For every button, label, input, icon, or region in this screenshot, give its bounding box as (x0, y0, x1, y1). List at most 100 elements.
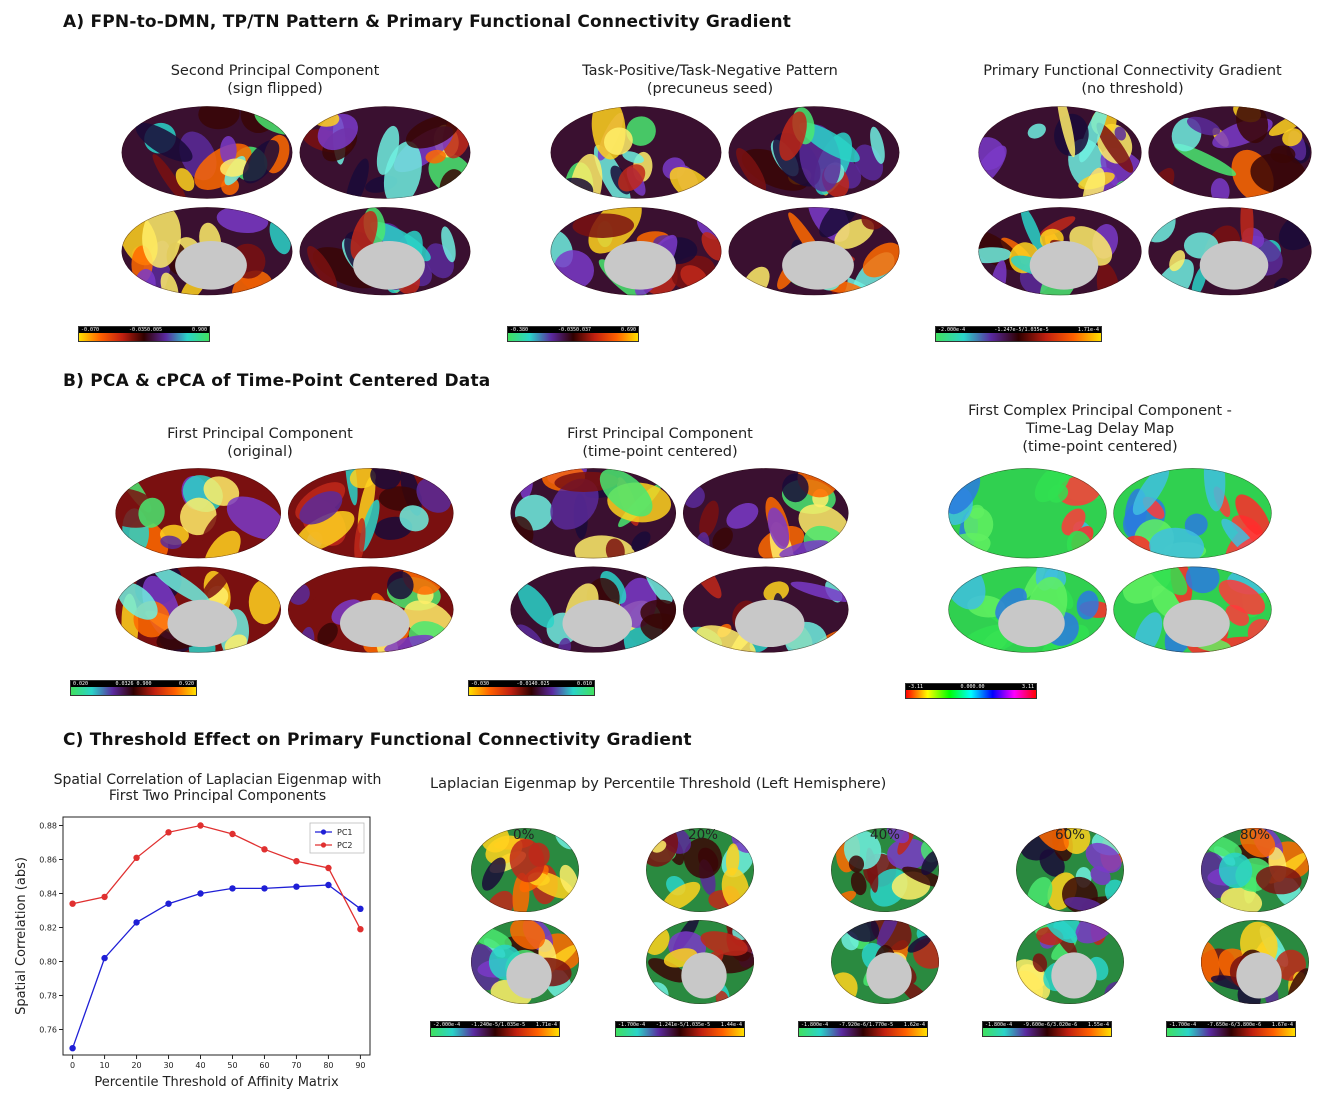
colorbar-b3: -3.11 0.000.00 3.11 (905, 683, 1037, 699)
medial-wall (734, 599, 805, 648)
medial-wall (1199, 241, 1269, 290)
x-tick-label: 60 (259, 1061, 269, 1070)
panel-title-a2: Task-Positive/Task-Negative Pattern (prec… (582, 63, 838, 97)
brain-a1-medial-left (121, 207, 293, 296)
y-tick-label: 0.76 (39, 1026, 57, 1035)
colorbar-label: -1.800e-4 (801, 1022, 829, 1028)
data-point-pc2 (325, 864, 332, 872)
medial-wall (604, 241, 676, 290)
percentile-label-40: 40% (870, 827, 901, 843)
brain-b1-medial-right (287, 566, 454, 653)
brain-a2-medial-right (728, 207, 900, 296)
brain-b1-lateral-left (115, 468, 282, 559)
brain-a3-lateral-right (1148, 106, 1312, 199)
brain-c1-medial (471, 920, 579, 1004)
colorbar-label: 1.62e-4 (903, 1022, 925, 1028)
brain-b2-medial-right (682, 566, 849, 653)
y-tick-label: 0.80 (39, 958, 57, 967)
data-point-pc1 (357, 905, 364, 912)
legend (309, 822, 365, 854)
colorbar-label: 1.44e-4 (720, 1022, 742, 1028)
x-tick-label: 90 (355, 1061, 365, 1070)
brain-a1-lateral-left (121, 106, 293, 199)
y-tick-label: 0.88 (39, 822, 57, 831)
medial-wall (1051, 952, 1097, 999)
colorbar-label: -0.0140.025 (516, 681, 550, 687)
colorbar-b1: 0.020 0.0326 0.900 0.920 (70, 680, 197, 696)
data-point-pc1 (293, 883, 300, 890)
colorbar-label: 3.11 (1021, 684, 1034, 690)
panel-title-a1: Second Principal Component (sign flipped) (170, 63, 380, 97)
percentile-label-0: 0% (513, 827, 535, 843)
brain-a2-lateral-left (550, 106, 722, 199)
colorbar-label: -7.920e-6/1.770e-5 (838, 1022, 894, 1028)
colorbar-a1: -0.070 -0.0350.005 0.900 (78, 326, 210, 342)
data-point-pc2 (69, 900, 76, 907)
medial-wall (167, 599, 238, 648)
colorbar-label: -1.700e-4 (618, 1022, 646, 1028)
data-point-pc1 (229, 885, 236, 892)
x-tick-label: 20 (131, 1061, 141, 1070)
brain-c3-lateral (831, 828, 939, 912)
medial-wall (353, 241, 425, 290)
data-point-pc2 (101, 893, 108, 901)
colorbar-label: -7.650e-6/3.800e-6 (1206, 1022, 1262, 1028)
series-line-pc2 (72, 824, 361, 930)
panel-title-b3: First Complex Principal Component - Time-… (968, 403, 1232, 455)
data-point-pc2 (261, 846, 268, 853)
brain-c3-medial (831, 920, 939, 1004)
medial-wall (681, 952, 727, 999)
data-point-pc1 (69, 1045, 76, 1052)
y-tick-label: 0.86 (39, 856, 57, 865)
brain-b3-medial-left (948, 566, 1107, 653)
section-title-b: B) PCA & cPCA of Time-Point Centered Dat… (63, 371, 491, 391)
panel-title-a3: Primary Functional Connectivity Gradient… (983, 63, 1282, 97)
section-title-c: C) Threshold Effect on Primary Functiona… (63, 730, 692, 750)
colorbar-label: 0.020 (73, 681, 89, 687)
x-tick-label: 40 (195, 1061, 205, 1070)
colorbar-label: -0.0350.005 (128, 327, 163, 333)
x-axis-label: Percentile Threshold of Affinity Matrix (94, 1075, 339, 1090)
colorbar-label: 1.67e-4 (1271, 1022, 1293, 1028)
colorbar-label: -9.600e-6/3.020e-6 (1022, 1022, 1078, 1028)
colorbar-label: -0.030 (471, 681, 490, 687)
colorbar-label: 1.71e-4 (1077, 327, 1099, 333)
colorbar-label: 0.0326 0.900 (115, 681, 152, 687)
brain-a2-medial-left (550, 207, 722, 296)
colorbar-label: -1.241e-5/1.035e-5 (655, 1022, 711, 1028)
data-point-pc1 (325, 881, 332, 889)
legend-marker (320, 842, 327, 848)
brain-b3-lateral-left (948, 468, 1107, 559)
percentile-label-20: 20% (688, 827, 719, 843)
plot-frame (62, 816, 371, 1056)
y-tick-label: 0.82 (39, 924, 57, 933)
medial-wall (339, 599, 410, 648)
laplacian-title: Laplacian Eigenmap by Percentile Thresho… (430, 776, 887, 792)
x-tick-label: 70 (291, 1061, 301, 1070)
correlation-line-chart: 0.76 0.78 0.80 0.82 0.84 0.86 0.88 0 10 20 30 40 50 6… (14, 816, 371, 1090)
y-tick-label: 0.84 (39, 890, 57, 899)
brain-b3-lateral-right (1113, 468, 1272, 559)
legend-label-pc2: PC2 (337, 841, 353, 850)
colorbar-c2: -1.700e-4 -1.241e-5/1.035e-5 1.44e-4 (615, 1021, 745, 1037)
medial-wall (1236, 952, 1282, 999)
brain-b1-medial-left (115, 566, 282, 653)
percentile-label-80: 80% (1240, 827, 1271, 843)
medial-wall (562, 599, 633, 648)
brain-a3-medial-right (1148, 207, 1312, 296)
y-axis-label: Spatial Correlation (abs) (14, 857, 29, 1015)
data-point-pc2 (133, 854, 140, 861)
colorbar-label: -2.000e-4 (938, 327, 966, 333)
brain-b1-lateral-right (287, 468, 454, 559)
colorbar-label: -2.000e-4 (433, 1022, 461, 1028)
data-point-pc2 (357, 926, 364, 933)
colorbar-c1: -2.000e-4 -1.240e-5/1.035e-5 1.71e-4 (430, 1021, 560, 1037)
colorbar-b2: -0.030 -0.0140.025 0.010 (468, 680, 595, 696)
colorbar-label: 0.920 (178, 681, 194, 687)
x-tick-label: 30 (163, 1061, 173, 1070)
section-title-a: A) FPN-to-DMN, TP/TN Pattern & Primary F… (63, 12, 792, 32)
brain-c5-medial (1201, 920, 1309, 1004)
series-line-pc1 (71, 884, 361, 1049)
data-point-pc2 (165, 829, 172, 836)
